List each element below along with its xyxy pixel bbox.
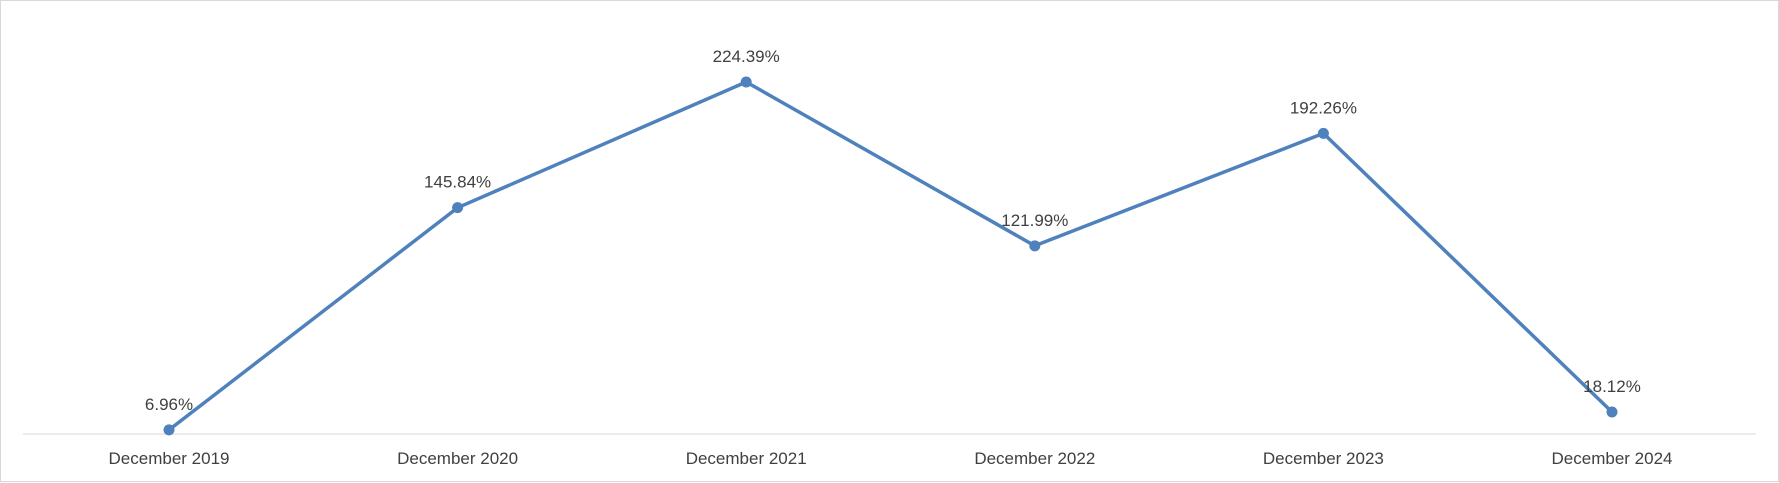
data-label: 145.84%: [424, 173, 491, 192]
data-label: 18.12%: [1583, 377, 1641, 396]
x-tick-label: December 2023: [1263, 449, 1384, 468]
series-line: [167, 80, 1614, 432]
x-tick-label: December 2022: [974, 449, 1095, 468]
x-tick-label: December 2020: [397, 449, 518, 468]
x-axis-tick-labels: December 2019 December 2020 December 2021 D…: [109, 449, 1673, 468]
x-tick-label: December 2021: [686, 449, 807, 468]
x-tick-label: December 2019: [109, 449, 230, 468]
data-point: [1029, 240, 1041, 252]
data-label: 6.96%: [145, 395, 193, 414]
x-tick-label: December 2024: [1552, 449, 1673, 468]
data-point: [1317, 127, 1329, 139]
data-label: 121.99%: [1001, 211, 1068, 230]
data-point: [452, 202, 464, 214]
data-point: [163, 424, 175, 436]
data-label: 192.26%: [1290, 98, 1357, 117]
data-label: 224.39%: [713, 47, 780, 66]
data-point: [1606, 406, 1618, 418]
data-labels: 6.96% 145.84% 224.39% 121.99% 192.26% 18.12%: [145, 47, 1641, 414]
data-point: [740, 76, 752, 88]
data-points: [163, 76, 1618, 436]
